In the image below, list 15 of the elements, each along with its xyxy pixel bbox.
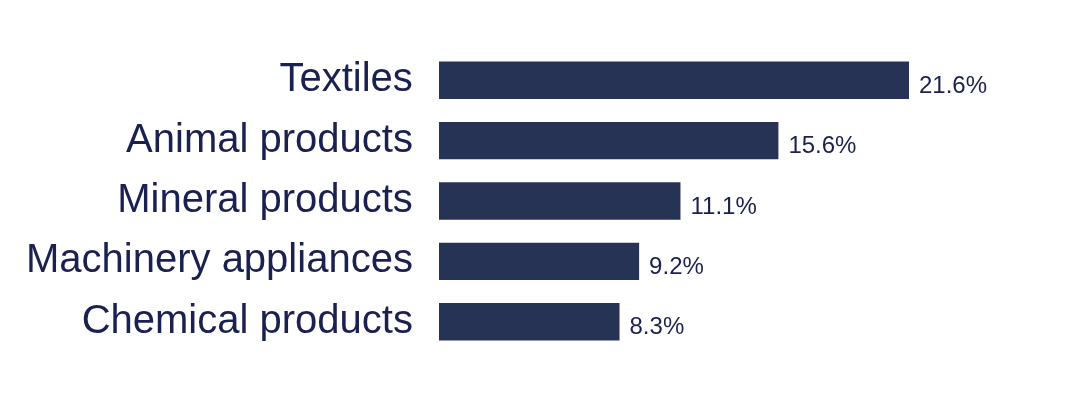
data-label: 15.6% <box>788 131 857 159</box>
data-label: 9.2% <box>649 252 704 280</box>
y-tick-label: Mineral products <box>117 176 413 221</box>
bar <box>438 61 909 99</box>
bar <box>438 121 779 160</box>
y-tick-label: Textiles <box>279 55 413 100</box>
y-tick-label: Chemical products <box>81 296 413 341</box>
bar <box>438 182 681 220</box>
data-label: 21.6% <box>919 70 988 98</box>
y-tick-label: Animal products <box>126 115 413 160</box>
data-label: 8.3% <box>629 312 685 340</box>
bar <box>438 303 620 341</box>
bar <box>438 242 640 281</box>
data-label: 11.1% <box>690 191 757 219</box>
y-tick-label: Machinery appliances <box>26 236 413 281</box>
